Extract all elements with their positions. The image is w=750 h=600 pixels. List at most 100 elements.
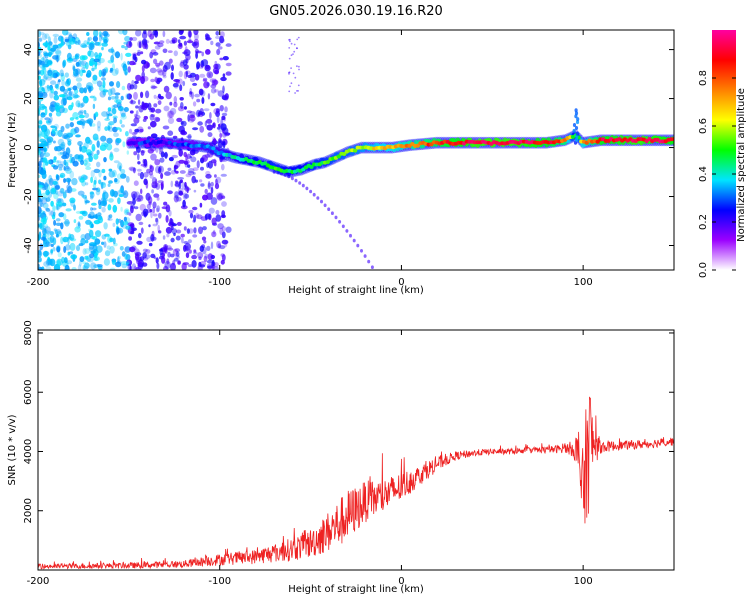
snr-y-tick-label: 8000: [23, 320, 34, 345]
spectrogram-noise-point: [98, 169, 102, 178]
spectrogram-noise-point: [210, 84, 217, 89]
spectrogram-noise-point: [155, 117, 161, 122]
spectrogram-noise-point: [61, 256, 65, 264]
spectrogram-noise-point: [162, 74, 167, 79]
spectrogram-noise-point: [293, 43, 296, 46]
spectrogram-noise-point: [50, 125, 56, 129]
spectrogram-noise-point: [47, 45, 51, 51]
spectrogram-noise-point: [173, 82, 180, 89]
spectrogram-noise-point: [200, 89, 206, 97]
spectrogram-noise-point: [54, 83, 59, 89]
spectrogram-noise-point: [79, 55, 86, 61]
spectrogram-noise-point: [93, 264, 99, 268]
colorbar-gradient: [712, 30, 736, 270]
spectrogram-noise-point: [60, 188, 65, 194]
spectrogram-noise-point: [220, 123, 227, 131]
spectrogram-noise-point: [183, 40, 187, 46]
spectrogram-noise-point: [59, 69, 64, 77]
spectrogram-noise-point: [185, 70, 189, 78]
spectrogram-noise-point: [71, 177, 78, 186]
spectrogram-noise-point: [89, 123, 93, 127]
spectrogram-noise-point: [216, 126, 221, 130]
spectrogram-noise-point: [66, 87, 70, 92]
spectrogram-noise-point: [170, 170, 177, 175]
spectrogram-noise-point: [77, 190, 85, 196]
spectrogram-noise-point: [119, 165, 122, 172]
spectrogram-noise-point: [186, 135, 192, 139]
spectrogram-noise-point: [52, 211, 56, 217]
spectrogram-noise-point: [107, 107, 112, 112]
spectrogram-noise-point: [207, 181, 211, 188]
spectrogram-noise-point: [175, 251, 180, 257]
spectrogram-noise-point: [66, 52, 72, 60]
spectrogram-noise-point: [48, 41, 53, 46]
spectrogram-noise-point: [212, 259, 215, 267]
spectrogram-noise-point: [72, 160, 79, 167]
spectrogram-noise-point: [97, 126, 101, 132]
spectrogram-noise-point: [193, 30, 199, 36]
spectrogram-branch-point: [290, 176, 294, 181]
spectrogram-noise-point: [103, 222, 108, 230]
spectrogram-noise-point: [152, 201, 157, 209]
spectrogram-y-tick-label: 20: [23, 92, 34, 105]
spectrogram-noise-point: [39, 94, 42, 98]
spectrogram-noise-point: [138, 221, 144, 226]
spectrogram-noise-point: [298, 68, 300, 71]
spectrogram-noise-point: [123, 107, 129, 112]
spectrogram-noise-point: [83, 142, 89, 150]
snr-y-label: SNR (10 * v/v): [7, 414, 18, 485]
spectrogram-noise-point: [115, 261, 122, 268]
spectrogram-noise-point: [222, 56, 229, 61]
spectrogram-noise-point: [100, 200, 107, 206]
spectrogram-noise-point: [40, 151, 44, 160]
spectrogram-noise-point: [88, 243, 94, 250]
spectrogram-noise-point: [171, 228, 178, 235]
spectrogram-noise-point: [62, 60, 66, 69]
spectrogram-noise-point: [67, 140, 72, 146]
spectrogram-noise-point: [45, 197, 51, 202]
spectrogram-noise-point: [135, 74, 142, 82]
spectrogram-noise-point: [162, 30, 166, 38]
spectrogram-noise-point: [156, 205, 160, 213]
spectrogram-noise-point: [98, 52, 102, 58]
spectrogram-noise-point: [52, 140, 56, 144]
spectrogram-noise-point: [104, 118, 111, 121]
spectrogram-noise-point: [173, 195, 179, 203]
spectrogram-noise-point: [137, 172, 141, 176]
spectrogram-noise-point: [80, 102, 85, 107]
spectrogram-noise-point: [149, 67, 157, 74]
snr-x-tick-label: 100: [574, 576, 593, 587]
spectrogram-noise-point: [108, 198, 114, 203]
spectrogram-noise-point: [207, 182, 212, 190]
spectrogram-noise-point: [98, 31, 102, 38]
spectrogram-noise-point: [79, 69, 84, 77]
spectrogram-noise-point: [187, 264, 193, 268]
spectrogram-noise-point: [181, 236, 184, 244]
spectrogram-noise-point: [139, 171, 144, 180]
spectrogram-noise-point: [197, 251, 204, 259]
spectrogram-branch-point: [352, 238, 356, 243]
spectrogram-noise-point: [158, 165, 162, 173]
spectrogram-noise-point: [53, 157, 57, 163]
spectrogram-noise-point: [191, 175, 196, 184]
spectrogram-noise-point: [49, 231, 55, 236]
spectrogram-noise-point: [77, 141, 83, 146]
spectrogram-noise-point: [40, 84, 43, 90]
spectrogram-noise-point: [67, 44, 72, 50]
spectrogram-noise-point: [40, 196, 48, 205]
spectrogram-noise-point: [187, 74, 193, 79]
spectrogram-noise-point: [117, 30, 125, 35]
spectrogram-noise-point: [114, 92, 121, 96]
spectrogram-noise-point: [118, 194, 124, 198]
spectrogram-noise-point: [92, 35, 98, 42]
spectrogram-noise-point: [128, 60, 136, 66]
spectrogram-noise-point: [199, 245, 204, 252]
spectrogram-noise-point: [49, 177, 54, 186]
spectrogram-noise-point: [74, 154, 81, 160]
spectrogram-noise-point: [210, 87, 217, 94]
spectrogram-noise-point: [116, 81, 121, 88]
spectrogram-noise-point: [94, 238, 101, 245]
spectrogram-noise-point: [107, 218, 113, 221]
spectrogram-noise-point: [102, 68, 107, 76]
spectrogram-noise-point: [165, 226, 172, 234]
